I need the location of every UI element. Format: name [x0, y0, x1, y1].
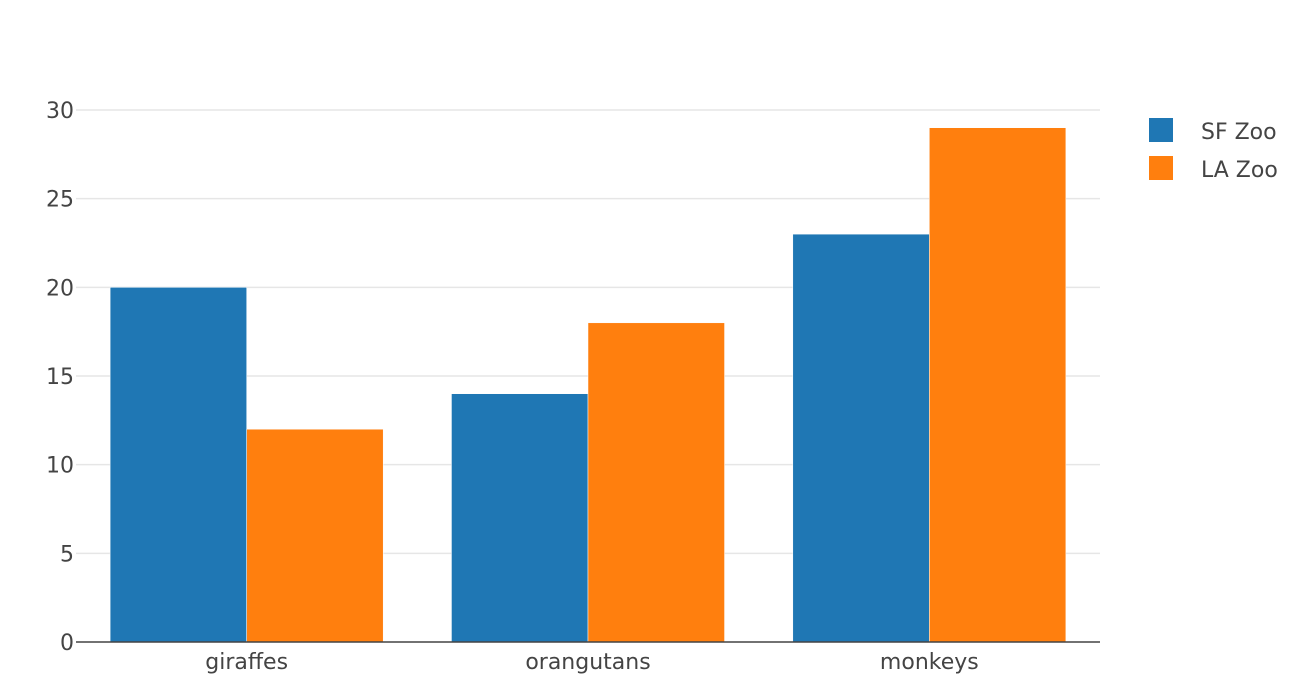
- bar-giraffes-la-zoo[interactable]: [246, 428, 384, 643]
- legend-swatch: [1149, 118, 1173, 142]
- y-tick-label: 30: [46, 99, 74, 124]
- legend-swatch: [1149, 156, 1173, 180]
- bars: [109, 127, 1067, 643]
- bar-orangutans-la-zoo[interactable]: [587, 322, 725, 643]
- x-tick-label: orangutans: [525, 650, 650, 675]
- y-tick-label: 5: [60, 542, 74, 567]
- legend-label: SF Zoo: [1201, 120, 1277, 145]
- y-tick-label: 25: [46, 188, 74, 213]
- bar-monkeys-la-zoo[interactable]: [929, 127, 1067, 643]
- y-tick-label: 10: [46, 454, 74, 479]
- legend-label: LA Zoo: [1201, 158, 1278, 183]
- y-tick-label: 20: [46, 276, 74, 301]
- bar-giraffes-sf-zoo[interactable]: [109, 287, 247, 643]
- legend-item-la-zoo[interactable]: LA Zoo: [1149, 156, 1278, 183]
- y-tick-label: 0: [60, 631, 74, 656]
- x-tick-label: monkeys: [880, 650, 979, 675]
- bar-orangutans-sf-zoo[interactable]: [451, 393, 589, 643]
- axes: 0 5 10 15 20 25 30 giraffes orangutans monkeys: [46, 99, 1100, 675]
- legend-item-sf-zoo[interactable]: SF Zoo: [1149, 118, 1277, 145]
- bar-monkeys-sf-zoo[interactable]: [792, 233, 930, 643]
- legend[interactable]: SF Zoo LA Zoo: [1149, 118, 1278, 183]
- y-tick-label: 15: [46, 365, 74, 390]
- x-tick-label: giraffes: [205, 650, 288, 675]
